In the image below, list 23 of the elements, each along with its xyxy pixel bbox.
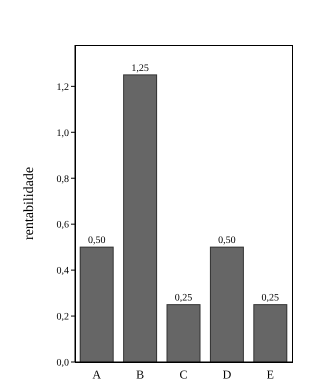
y-tick-label: 0,4	[56, 266, 69, 277]
bar	[80, 246, 114, 362]
y-tick-label: 0,6	[56, 220, 69, 231]
bar	[210, 246, 244, 362]
data-label: 0,50	[218, 235, 236, 246]
bar	[123, 74, 158, 362]
x-tick-label: C	[179, 368, 188, 382]
x-tick-label: B	[136, 368, 144, 382]
y-tick-label: 0,2	[56, 312, 69, 323]
y-tick-label: 0,8	[56, 174, 69, 185]
y-axis-title: rentabilidade	[22, 166, 37, 240]
data-label: 0,25	[174, 292, 192, 304]
bar	[166, 304, 201, 362]
y-tick-label: 0,0	[56, 358, 69, 369]
data-label: 1,25	[131, 62, 149, 74]
x-tick-label: D	[222, 368, 232, 382]
data-label: 0,25	[262, 292, 280, 304]
y-tick-label: 1,0	[56, 128, 69, 139]
x-tick-label: E	[266, 368, 274, 382]
y-tick-label: 1,2	[56, 82, 69, 93]
bar	[253, 304, 288, 362]
x-tick-label: A	[92, 368, 102, 382]
data-label: 0,50	[88, 235, 106, 246]
